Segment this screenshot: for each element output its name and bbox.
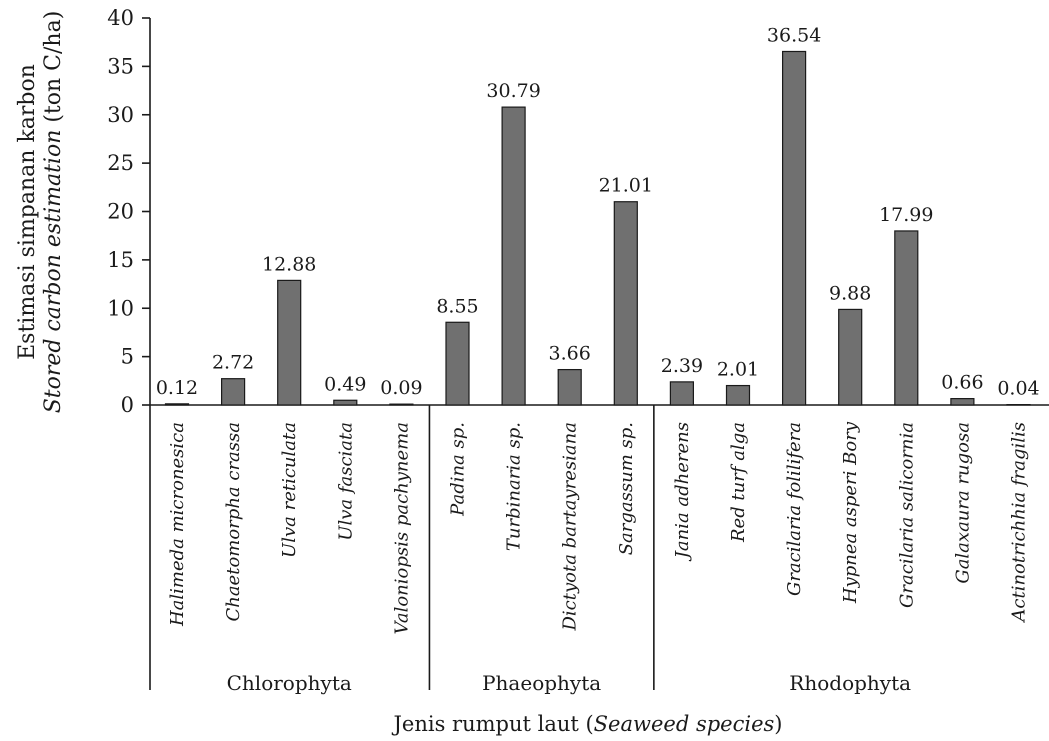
x-tick-label: Jania adherens: [672, 422, 693, 562]
data-label: 9.88: [829, 282, 871, 304]
x-axis-label-close: ): [774, 712, 782, 736]
data-label: 30.79: [486, 80, 540, 102]
bar: [669, 381, 695, 406]
plot-area: 0 5 10 15 20 25 30 35 40 0.12 Halimeda micronesica…: [107, 6, 1049, 695]
y-tick-label: 40: [107, 6, 134, 30]
y-axis-label-italic: Stored carbon estimation: [41, 130, 66, 414]
data-label: 0.04: [997, 378, 1039, 400]
bar: [950, 398, 975, 406]
x-axis-label: Jenis rumput laut (Seaweed species): [392, 712, 783, 736]
group-label: Phaeophyta: [482, 671, 601, 695]
y-tick-label: 5: [121, 345, 134, 369]
x-tick-label: Padina sp.: [448, 422, 469, 517]
data-label: 2.72: [212, 352, 254, 374]
y-axis-label-unit: (ton C/ha): [41, 11, 66, 130]
bar: [613, 201, 638, 406]
x-tick-label: Gracilaria salicornia: [896, 422, 917, 608]
data-label: 3.66: [549, 343, 591, 365]
y-tick-label: 30: [107, 103, 134, 127]
bar: [894, 230, 919, 406]
data-label: 2.39: [661, 355, 703, 377]
x-tick-label: Ulva fasciata: [335, 422, 356, 541]
y-axis-label-line2: Stored carbon estimation (ton C/ha): [41, 11, 66, 414]
x-tick-label: Galaxaura rugosa: [952, 422, 973, 584]
bar: [221, 378, 246, 406]
bar: [164, 403, 190, 406]
y-axis-label: Estimasi simpanan karbon Stored carbon e…: [15, 11, 66, 414]
x-tick-label: Valoniopsis pachynema: [391, 422, 412, 634]
group-label: Chlorophyta: [227, 671, 352, 695]
x-tick-label: Dictyota bartayresiana: [560, 422, 581, 632]
data-label: 12.88: [262, 253, 316, 275]
data-label: 8.55: [436, 295, 478, 317]
y-tick-label: 10: [107, 296, 134, 320]
x-tick-label: Turbinaria sp.: [504, 422, 525, 551]
bar: [501, 106, 526, 406]
bar: [781, 50, 807, 406]
x-tick-label: Gracilaria folilifera: [784, 422, 805, 596]
y-tick-label: 20: [107, 200, 134, 224]
data-label: 17.99: [879, 204, 933, 226]
x-tick-label: Hypnea asperi Bory: [840, 421, 861, 604]
y-axis-label-line1: Estimasi simpanan karbon: [15, 64, 40, 360]
bar: [838, 308, 863, 406]
bar: [389, 403, 414, 406]
data-label: 0.09: [380, 377, 422, 399]
y-tick-label: 15: [107, 248, 134, 272]
x-tick-label: Sargassum sp.: [616, 422, 637, 555]
x-tick-label: Ulva reticulata: [279, 422, 300, 558]
x-tick-label: Red turf alga: [728, 422, 749, 543]
bar: [445, 321, 470, 406]
data-label: 0.12: [156, 377, 198, 399]
data-label: 0.49: [324, 373, 366, 395]
data-label: 36.54: [767, 24, 821, 46]
data-label: 2.01: [717, 359, 759, 381]
group-label: Rhodophyta: [789, 671, 911, 695]
x-tick-label: Chaetomorpha crassa: [223, 422, 244, 622]
x-tick-label: Actinotrichhia fragilis: [1009, 422, 1030, 624]
bar: [333, 399, 358, 406]
y-tick-label: 35: [107, 54, 134, 78]
bar: [557, 368, 582, 406]
y-tick-label: 25: [107, 151, 134, 175]
x-tick-label: Halimeda micronesica: [167, 422, 188, 627]
bar: [277, 279, 302, 406]
bar: [725, 384, 751, 406]
data-label: 21.01: [599, 175, 653, 197]
x-axis-label-italic: Seaweed species: [594, 712, 775, 736]
data-label: 0.66: [941, 372, 983, 394]
y-tick-label: 0: [121, 393, 134, 417]
x-axis-label-text: Jenis rumput laut (: [392, 712, 594, 736]
